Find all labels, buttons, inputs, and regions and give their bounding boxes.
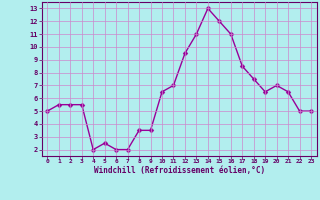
X-axis label: Windchill (Refroidissement éolien,°C): Windchill (Refroidissement éolien,°C) xyxy=(94,166,265,175)
